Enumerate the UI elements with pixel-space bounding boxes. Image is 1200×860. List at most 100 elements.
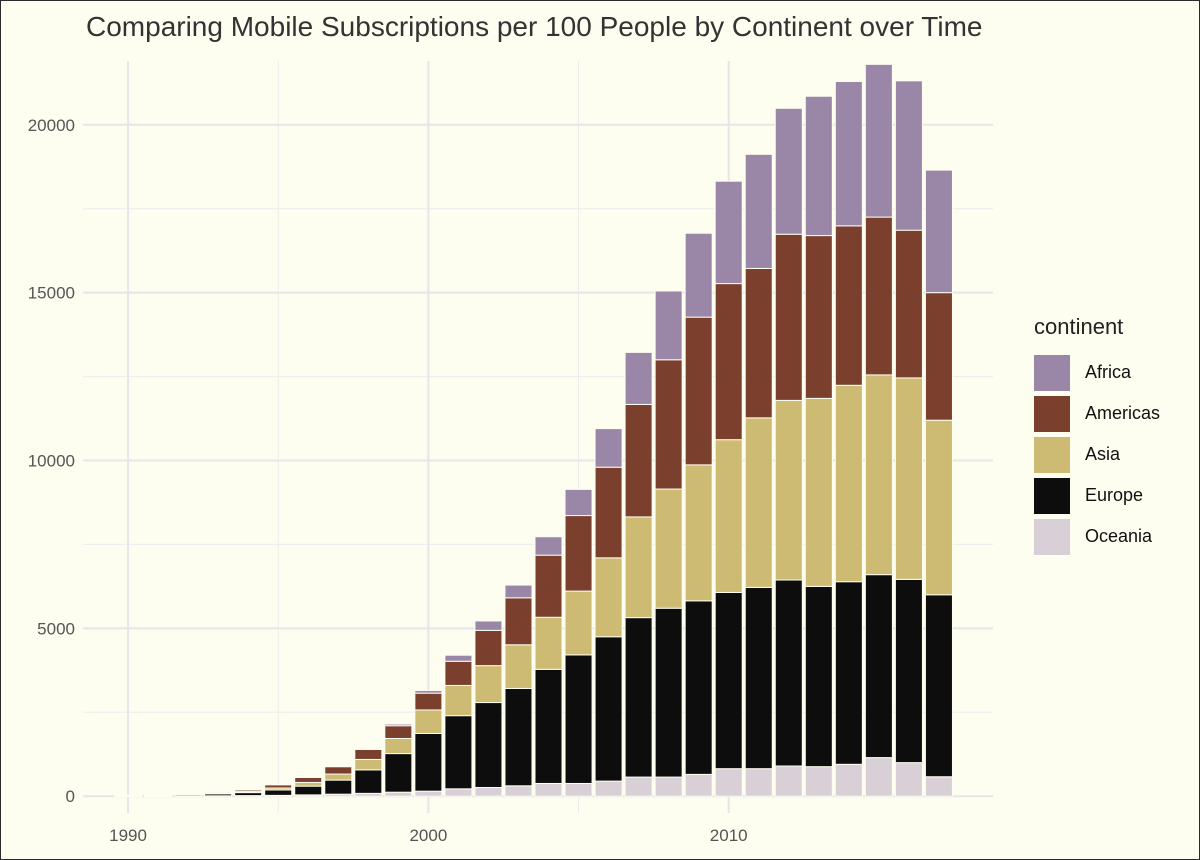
bar-asia-1998: [354, 758, 383, 771]
bar-europe-2004: [534, 668, 563, 784]
bar-americas-2002: [474, 629, 503, 667]
bar-europe-2016: [894, 578, 923, 764]
bar-oceania-1999: [384, 791, 413, 797]
bar-oceania-2014: [834, 763, 863, 797]
bar-oceania-2002: [474, 786, 503, 797]
bar-europe-2011: [744, 586, 773, 770]
bar-europe-2006: [594, 636, 623, 782]
bar-oceania-2007: [624, 776, 653, 797]
legend-label-africa: Africa: [1085, 362, 1132, 382]
y-tick-label: 0: [66, 787, 75, 806]
x-tick-label: 1990: [109, 826, 147, 845]
bar-oceania-2017: [924, 776, 953, 797]
bar-asia-2007: [624, 516, 653, 619]
bar-europe-2002: [474, 702, 503, 788]
bar-asia-2013: [804, 397, 833, 587]
bar-africa-2010: [714, 180, 743, 285]
bar-europe-1995: [264, 789, 293, 796]
bar-europe-2015: [864, 574, 893, 759]
bar-africa-2012: [774, 107, 803, 235]
legend-swatch-oceania: [1034, 518, 1070, 555]
bar-americas-1997: [324, 766, 353, 775]
bar-europe-1998: [354, 769, 383, 794]
bar-asia-2010: [714, 439, 743, 593]
bar-asia-1996: [294, 781, 323, 787]
bar-asia-2015: [864, 374, 893, 576]
bar-africa-2017: [924, 169, 953, 294]
bar-europe-2005: [564, 654, 593, 784]
legend-item-europe: Europe: [1034, 475, 1160, 516]
bar-africa-1994: [234, 789, 263, 791]
bar-europe-2012: [774, 579, 803, 767]
bar-oceania-2016: [894, 762, 923, 797]
bar-africa-2002: [474, 620, 503, 631]
bar-africa-1995: [264, 783, 293, 786]
legend-swatch-africa: [1034, 354, 1070, 391]
bar-oceania-2011: [744, 768, 773, 797]
bar-asia-1997: [324, 773, 353, 781]
bar-africa-1998: [354, 747, 383, 750]
bar-oceania-2003: [504, 785, 533, 797]
bar-asia-2014: [834, 384, 863, 583]
bar-europe-2007: [624, 617, 653, 778]
bar-americas-2006: [594, 466, 623, 559]
x-tick-label: 2010: [710, 826, 748, 845]
bar-asia-2005: [564, 590, 593, 656]
bar-asia-2006: [594, 557, 623, 638]
bar-asia-2000: [414, 709, 443, 734]
bar-africa-2008: [654, 290, 683, 361]
bar-americas-1998: [354, 748, 383, 760]
bar-oceania-2006: [594, 780, 623, 797]
bar-africa-2013: [804, 95, 833, 237]
bar-americas-2007: [624, 403, 653, 518]
bar-oceania-2008: [654, 776, 683, 797]
bar-americas-2015: [864, 216, 893, 376]
bar-oceania-2012: [774, 765, 803, 797]
bar-africa-2001: [444, 654, 473, 662]
bar-americas-1999: [384, 725, 413, 739]
bar-americas-2000: [414, 692, 443, 711]
legend-label-americas: Americas: [1085, 403, 1161, 423]
bar-africa-2011: [744, 153, 773, 269]
legend-swatch-asia: [1034, 436, 1070, 473]
bar-asia-2004: [534, 616, 563, 670]
bar-africa-2015: [864, 63, 893, 218]
legend-label-asia: Asia: [1085, 444, 1121, 464]
y-tick-label: 5000: [37, 619, 75, 638]
bar-africa-2005: [564, 488, 593, 517]
legend-item-asia: Asia: [1034, 434, 1160, 475]
bar-oceania-2010: [714, 768, 743, 797]
bar-europe-2009: [684, 600, 713, 775]
bar-asia-2011: [744, 417, 773, 588]
legend-item-americas: Americas: [1034, 393, 1160, 434]
bar-americas-2012: [774, 233, 803, 401]
bar-europe-2003: [504, 687, 533, 787]
bar-africa-2009: [684, 232, 713, 318]
bar-europe-2013: [804, 585, 833, 768]
bar-africa-2014: [834, 80, 863, 227]
bar-americas-2005: [564, 515, 593, 592]
bar-europe-1999: [384, 753, 413, 793]
bar-americas-1990: [114, 794, 143, 797]
bar-africa-2016: [894, 80, 923, 231]
bar-asia-2001: [444, 684, 473, 717]
bar-oceania-2004: [534, 782, 563, 797]
bar-europe-2014: [834, 581, 863, 765]
legend-title: continent: [1034, 314, 1124, 339]
chart-title: Comparing Mobile Subscriptions per 100 P…: [86, 11, 983, 42]
bar-africa-2003: [504, 584, 533, 599]
bar-asia-2012: [774, 399, 803, 581]
legend-swatch-americas: [1034, 395, 1070, 432]
bar-africa-1999: [384, 723, 413, 727]
bar-europe-1996: [294, 785, 323, 796]
bar-americas-2011: [744, 267, 773, 419]
bar-oceania-2001: [444, 788, 473, 797]
bar-africa-2000: [414, 689, 443, 694]
axis-labels: 1990 2000 2010 0 5000 10000 15000 20000: [28, 116, 748, 845]
bar-asia-2017: [924, 419, 953, 596]
legend: continent Africa Americas Asia Europe Oc…: [1034, 314, 1160, 557]
bar-oceania-2005: [564, 782, 593, 797]
bar-africa-1992: [174, 792, 203, 795]
